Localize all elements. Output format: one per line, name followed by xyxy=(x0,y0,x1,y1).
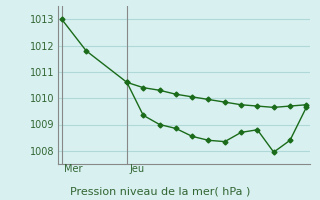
Text: Mer: Mer xyxy=(64,164,83,174)
Text: Pression niveau de la mer( hPa ): Pression niveau de la mer( hPa ) xyxy=(70,186,250,196)
Text: Jeu: Jeu xyxy=(129,164,145,174)
